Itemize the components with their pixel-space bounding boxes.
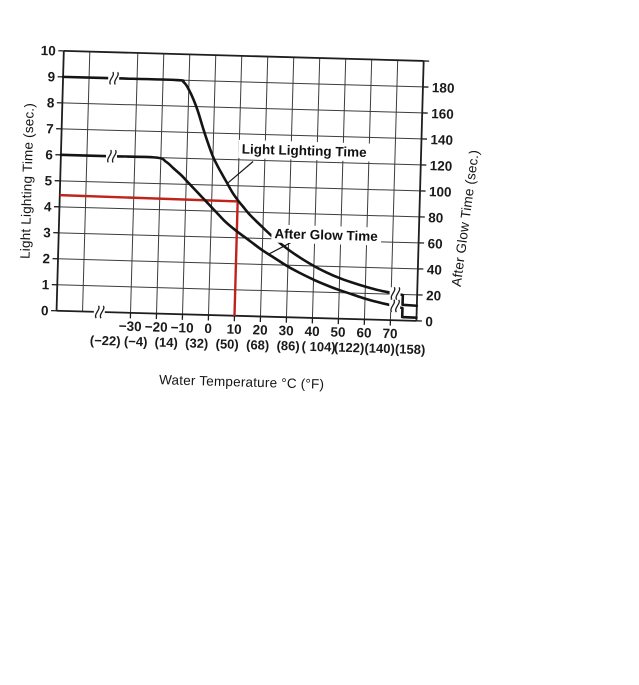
axis-frame-top [63,49,424,62]
x-tick-celsius-label: 20 [252,322,267,337]
x-tick-celsius-label: −30 [118,319,141,335]
x-tick-celsius-label: 70 [382,326,397,341]
x-axis-title: Water Temperature °C (°F) [158,372,325,392]
x-tick-celsius-label: −20 [144,319,167,335]
x-axis-line [56,309,417,322]
axis-break-mark [390,286,396,300]
curve-label-text: Light Lighting Time [242,141,368,159]
axis-break-mark [395,299,400,313]
y-left-tick-label: 6 [45,147,53,162]
axis-break-gap [93,305,106,319]
x-tick-fahrenheit-label: (−22) [90,333,121,349]
y-left-tick-label: 8 [47,95,55,110]
curve-after-glow-time [59,153,418,320]
y-left-tick-label: 4 [44,199,52,214]
axis-break-mark [107,149,112,163]
x-tick-fahrenheit-label: (140) [364,340,395,356]
y-left-tick-label: 2 [42,251,50,266]
x-tick-fahrenheit-label: (32) [185,335,209,351]
axis-break-mark [99,305,105,319]
x-tick-celsius-label: 40 [304,324,319,339]
x-tick-fahrenheit-label: (86) [276,338,300,354]
grid-line-horizontal [60,180,421,192]
y-left-tick-label: 0 [41,303,49,318]
y-right-tick-label: 120 [430,158,453,174]
grid-line-horizontal [62,102,423,114]
chart-canvas: 012345678910020406080100120140160180−30(… [41,43,455,357]
axis-break-mark [390,299,396,313]
x-tick-celsius-label: 0 [204,321,212,336]
grid-line-horizontal [57,284,418,296]
x-tick-fahrenheit-label: (122) [334,340,365,356]
y-right-tick-label: 160 [431,106,454,122]
x-tick-fahrenheit-label: (−4) [124,334,148,350]
axis-break-mark [94,305,100,319]
y-left-tick-label: 3 [43,225,51,240]
curve-label-leader [226,161,254,185]
x-tick-celsius-label: 10 [226,322,241,337]
y-left-tick-label: 9 [47,69,55,84]
y-left-tick-label: 1 [42,277,50,292]
x-tick-celsius-label: 60 [356,325,371,340]
grid-line-horizontal [61,128,422,140]
x-tick-celsius-label: −10 [170,320,193,336]
axis-break-gap [389,287,401,300]
x-tick-fahrenheit-label: (14) [154,335,178,351]
x-tick-fahrenheit-label: (50) [215,336,239,352]
axis-break-mark [109,71,115,85]
grid-line-horizontal [59,206,420,218]
x-tick-fahrenheit-label: (158) [395,341,426,357]
y-right-tick-label: 0 [425,314,433,329]
curve-label-bg [238,139,371,162]
axis-break-gap [108,72,120,85]
grid-line-horizontal [57,258,418,270]
curve-label-text: After Glow Time [274,226,378,244]
axis-break-gap [389,299,401,313]
curve-label-bg [271,224,382,246]
y-right-tick-label: 100 [429,184,452,200]
y-left-tick-label: 5 [44,173,52,188]
axis-break-gap [105,150,118,163]
x-tick-fahrenheit-label: (68) [246,337,270,353]
y-right-tick-label: 80 [428,210,443,225]
x-tick-celsius-label: 50 [330,324,345,339]
curve-light-lighting-time [61,75,419,308]
x-tick-celsius-label: 30 [278,323,293,338]
y-right-tick-label: 40 [427,262,442,277]
x-tick-fahrenheit-label: ( 104) [301,339,335,355]
axis-break-mark [114,71,119,85]
y-right-tick-label: 140 [430,132,453,148]
y-left-tick-label: 7 [46,121,54,136]
y-left-tick-label: 10 [41,43,56,58]
y-right-tick-label: 60 [427,236,442,251]
y-right-tick-label: 20 [426,288,441,303]
axis-break-mark [395,286,401,301]
curve-label-leader [267,241,292,256]
axis-break-mark [111,149,117,163]
y-right-tick-label: 180 [432,80,455,96]
